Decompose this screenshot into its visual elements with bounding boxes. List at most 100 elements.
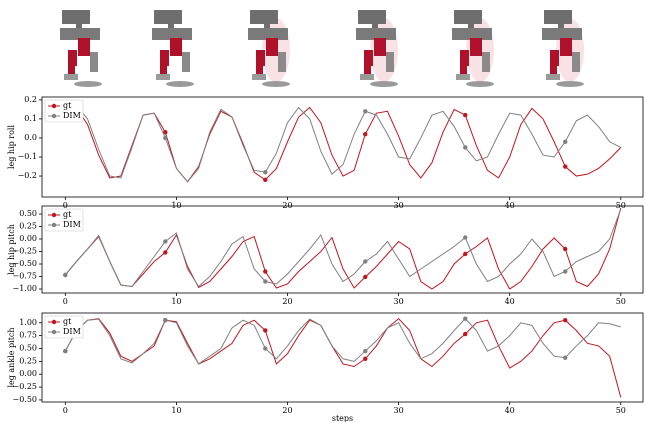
y-tick-label: −0.75 (12, 272, 37, 281)
series-marker (463, 235, 467, 239)
y-axis-label: leg hip roll (7, 125, 16, 170)
x-tick-label: 20 (282, 406, 292, 415)
series-line (65, 209, 620, 287)
figure: 0.2 0.1 0.0 −0.1 −0.2 0 10 20 30 40 50 leg hip roll… (0, 0, 645, 422)
y-tick-label: 0.25 (19, 222, 37, 231)
x-tick-label: 50 (616, 406, 626, 415)
series-marker (163, 250, 167, 254)
robot-leg (550, 50, 559, 66)
robot-leg-back (278, 52, 286, 72)
robot-leg (460, 50, 469, 66)
legend-label: DIM (63, 220, 81, 229)
y-tick-label: −0.2 (18, 171, 37, 180)
series-marker (163, 318, 167, 322)
y-tick-label: 0.1 (24, 114, 37, 123)
series-marker (363, 357, 367, 361)
robot-head (250, 10, 278, 24)
robot-hip (78, 38, 90, 56)
y-tick-label: 0.50 (19, 209, 37, 218)
x-tick-label: 20 (282, 297, 292, 306)
x-tick-label: 20 (282, 201, 292, 210)
y-tick-label: 0.0 (24, 133, 37, 142)
robot-image (356, 10, 398, 87)
legend-label: DIM (63, 327, 81, 336)
series-marker (463, 316, 467, 320)
x-tick-label: 40 (505, 201, 515, 210)
series-marker (363, 109, 367, 113)
series-marker (263, 346, 267, 350)
robot-foot (360, 74, 374, 80)
series-marker (563, 318, 567, 322)
robot-shadow (466, 81, 494, 87)
robot-leg (256, 50, 265, 66)
series-marker (463, 332, 467, 336)
robot-image (152, 10, 194, 87)
robot-head (62, 10, 90, 24)
series-marker (163, 136, 167, 140)
robot-leg (68, 50, 77, 66)
y-tick-label: −0.25 (12, 247, 37, 256)
series-marker (263, 328, 267, 332)
x-tick-label: 10 (171, 297, 181, 306)
x-tick-label: 30 (394, 406, 404, 415)
robot-hip (560, 38, 572, 56)
legend-marker (52, 213, 56, 217)
legend-label: DIM (63, 111, 81, 120)
y-tick-label: 0.50 (19, 343, 37, 352)
robot-head (454, 10, 482, 24)
series-marker (263, 279, 267, 283)
series-marker (563, 356, 567, 360)
robot-leg (160, 50, 169, 66)
robot-image (542, 10, 584, 87)
robot-hip (170, 38, 182, 56)
x-tick-label: 40 (505, 406, 515, 415)
legend: gtDIM (45, 209, 83, 231)
legend: gtDIM (45, 316, 83, 338)
legend-marker (52, 114, 56, 118)
robot-shadow (262, 81, 290, 87)
robot-foot (456, 74, 470, 80)
x-tick-label: 40 (505, 297, 515, 306)
robot-leg-back (482, 52, 490, 72)
series-marker (263, 178, 267, 182)
subplot: 0.500.250.00−0.25−0.50−0.75−1.0001020304… (7, 206, 643, 306)
series-marker (63, 273, 67, 277)
series-marker (463, 145, 467, 149)
robot-hip (374, 38, 386, 56)
series-marker (163, 239, 167, 243)
robot-shadow (74, 81, 102, 87)
legend-marker (52, 330, 56, 334)
y-tick-label: 0.2 (24, 95, 37, 104)
robot-head (358, 10, 386, 24)
x-tick-label: 50 (616, 297, 626, 306)
series-line (65, 208, 620, 289)
series-line (65, 319, 620, 398)
robot-leg-back (572, 52, 580, 72)
y-tick-label: −0.1 (18, 152, 37, 161)
x-axis-label: steps (332, 414, 353, 422)
robot-image (60, 10, 102, 87)
robot-leg-back (90, 52, 98, 72)
x-tick-label: 30 (394, 201, 404, 210)
series-marker (463, 113, 467, 117)
y-tick-label: 1.00 (19, 318, 37, 327)
robot-head (544, 10, 572, 24)
series-marker (363, 349, 367, 353)
robot-foot (64, 74, 78, 80)
robot-foot (156, 74, 170, 80)
series-line (65, 319, 620, 364)
x-tick-label: 30 (394, 297, 404, 306)
y-tick-label: −0.50 (12, 395, 37, 404)
series-marker (563, 164, 567, 168)
y-tick-label: −1.00 (12, 284, 37, 293)
robot-snapshots (60, 10, 584, 87)
x-tick-label: 10 (171, 406, 181, 415)
robot-hip (470, 38, 482, 56)
x-tick-label: 0 (63, 406, 68, 415)
x-tick-label: 10 (171, 201, 181, 210)
series-marker (363, 275, 367, 279)
series-marker (463, 252, 467, 256)
series-marker (263, 269, 267, 273)
